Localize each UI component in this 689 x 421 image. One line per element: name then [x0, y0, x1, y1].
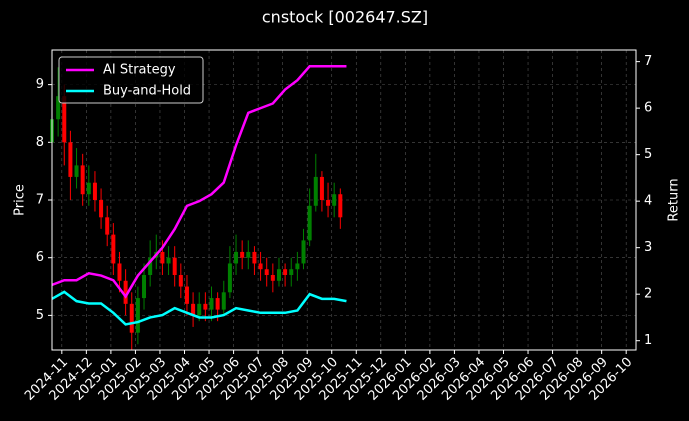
candle-body	[209, 298, 214, 310]
candle-body	[92, 182, 97, 200]
legend-label: AI Strategy	[103, 63, 176, 78]
candle-body	[80, 165, 85, 195]
candle-body	[264, 269, 269, 275]
candle-body	[74, 165, 79, 177]
candle-body	[215, 298, 220, 310]
candle-body	[99, 200, 104, 218]
candle-body	[221, 292, 226, 310]
candle-body	[270, 275, 275, 281]
y2-tick-label: 6	[644, 101, 652, 116]
candle-body	[283, 269, 288, 275]
y-tick-label: 5	[36, 308, 44, 323]
candle-body	[234, 251, 239, 264]
candle-body	[148, 257, 153, 275]
candle-body	[172, 257, 177, 275]
y-tick-label: 7	[36, 193, 44, 208]
candle-body	[227, 263, 232, 293]
y2-tick-label: 2	[644, 287, 652, 302]
y2-tick-label: 7	[644, 54, 652, 69]
chart-title: cnstock [002647.SZ]	[262, 8, 428, 27]
candle-body	[197, 303, 202, 316]
candle-body	[160, 251, 165, 264]
legend: AI Strategy Buy-and-Hold	[58, 56, 204, 104]
plot-frame	[51, 49, 637, 351]
y-axis-label: Price	[13, 184, 28, 216]
y2-tick-label: 5	[644, 147, 652, 162]
candle-body	[135, 298, 140, 333]
y2-tick-label: 4	[644, 194, 652, 209]
line-series	[51, 65, 347, 299]
candle-body	[56, 96, 61, 120]
legend-box	[58, 56, 204, 104]
candle-body	[129, 303, 134, 333]
candle-body	[203, 303, 208, 310]
candle-body	[332, 194, 337, 206]
candle-body	[105, 217, 110, 235]
line-series	[51, 290, 347, 326]
candle-body	[319, 176, 324, 200]
candle-body	[184, 286, 189, 304]
candle-body	[258, 263, 263, 270]
candle-body	[326, 200, 331, 206]
candle-body	[240, 251, 245, 258]
candle-body	[246, 251, 251, 258]
candle-body	[166, 257, 171, 264]
y-tick-label: 8	[36, 135, 44, 150]
y-tick-label: 9	[36, 77, 44, 92]
candle-body	[313, 176, 318, 206]
y-tick-label: 6	[36, 250, 44, 265]
candle-body	[289, 269, 294, 275]
candle-body	[142, 275, 147, 299]
candle-body	[68, 142, 73, 177]
candle-body	[307, 205, 312, 241]
candle-body	[338, 194, 343, 218]
candle-body	[123, 280, 128, 304]
legend-label: Buy-and-Hold	[103, 84, 191, 99]
candle-body	[252, 251, 257, 264]
candle-body	[117, 263, 122, 281]
candle-body	[178, 275, 183, 287]
y2-tick-label: 1	[644, 333, 652, 348]
y2-axis-label: Return	[667, 178, 682, 221]
y2-tick-label: 3	[644, 240, 652, 255]
candle-body	[191, 303, 196, 316]
candle-body	[301, 240, 306, 264]
candle-body	[276, 269, 281, 281]
candle-body	[86, 182, 91, 195]
candle-body	[295, 263, 300, 270]
candle-body	[111, 234, 116, 264]
candle-body	[62, 96, 67, 143]
